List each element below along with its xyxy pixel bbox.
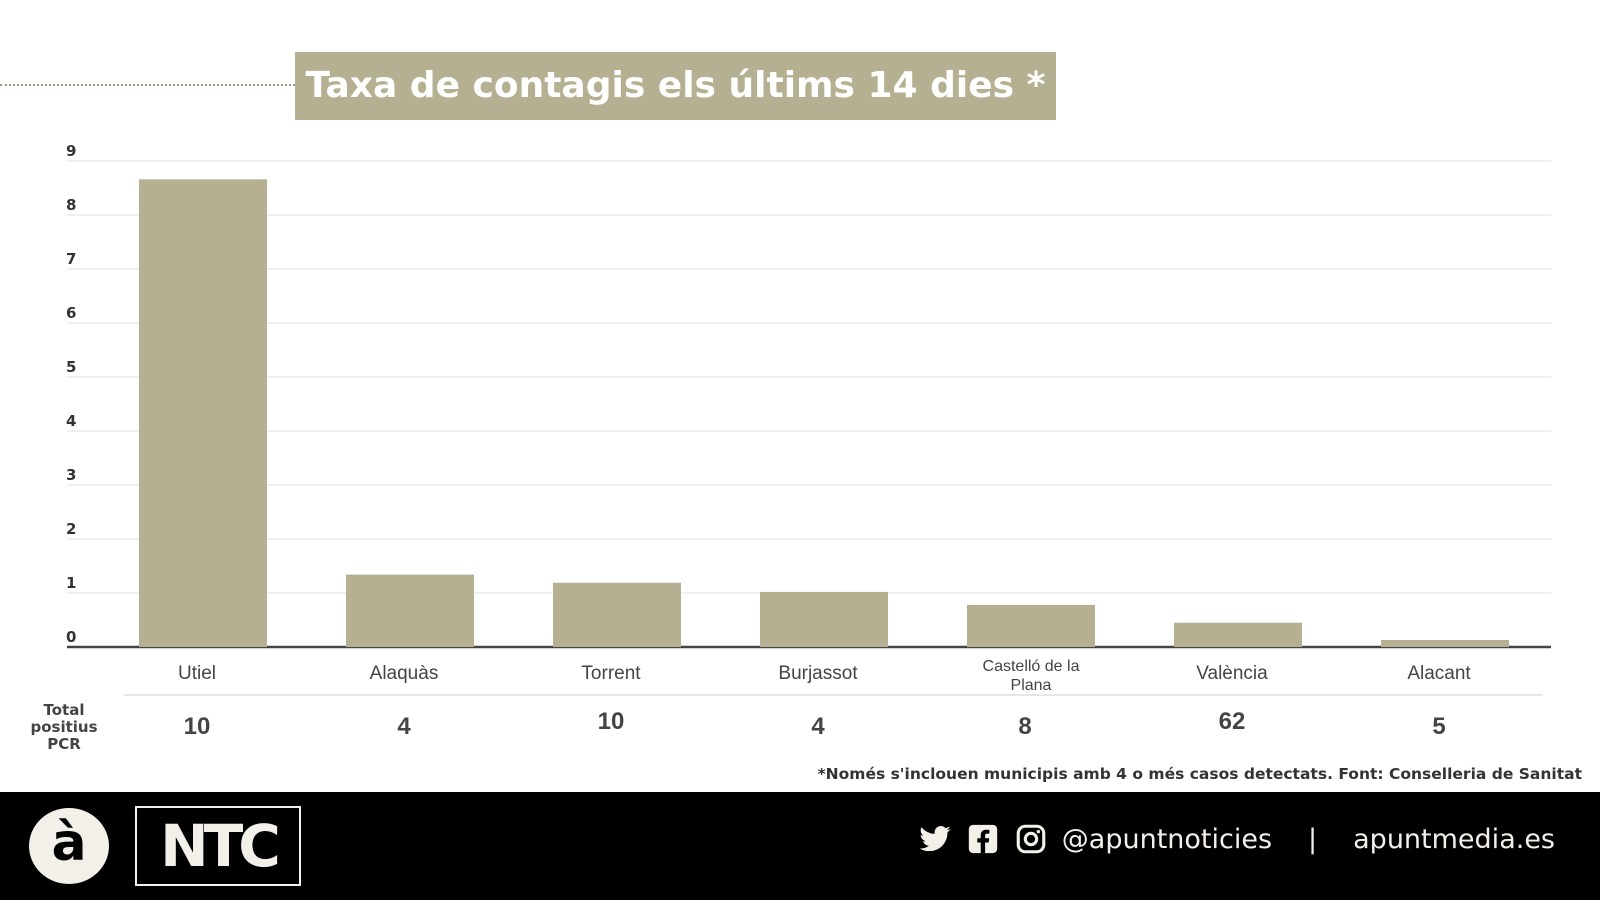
pcr-value: 10: [184, 713, 211, 740]
ntc-logo: NTC: [135, 806, 301, 886]
x-category-label: València: [1196, 663, 1268, 684]
bar: [1174, 622, 1302, 647]
social-links: @apuntnoticies | apuntmedia.es: [918, 822, 1555, 856]
source-note: *Només s'inclouen municipis amb 4 o més …: [817, 765, 1582, 783]
bar: [553, 582, 681, 647]
y-tick-label: 1: [66, 574, 76, 592]
y-tick-label: 2: [66, 520, 76, 538]
y-tick-label: 5: [66, 358, 76, 376]
y-tick-label: 6: [66, 304, 76, 322]
y-tick-label: 4: [66, 412, 76, 430]
bar: [346, 574, 474, 647]
y-tick-label: 9: [66, 142, 76, 160]
instagram-icon[interactable]: [1014, 822, 1048, 856]
bar-chart: 0 1 2 3 4 5 6 7 8 9 Utiel 10 Alaquàs 4 Torrent 10 Burjas…: [66, 142, 1551, 740]
x-category-label: Torrent: [581, 663, 641, 684]
separator: |: [1308, 823, 1318, 855]
bar: [1381, 639, 1509, 647]
pcr-value: 62: [1219, 708, 1246, 735]
y-tick-label: 0: [66, 628, 76, 646]
bar: [760, 591, 888, 647]
y-tick-label: 8: [66, 196, 76, 214]
footer-bar: à NTC @apuntnoticies | apuntmedia.es: [0, 792, 1600, 900]
x-category-label: Utiel: [178, 663, 216, 684]
x-category-label: Castelló de la: [983, 658, 1080, 675]
apunt-logo: à: [29, 808, 109, 884]
title-dotted-rule: [0, 84, 295, 86]
x-category-label: Burjassot: [778, 663, 858, 684]
x-category-label: Plana: [1011, 677, 1052, 694]
bar: [967, 604, 1095, 647]
y-tick-label: 7: [66, 250, 76, 268]
twitter-handle[interactable]: @apuntnoticies: [1061, 823, 1273, 855]
x-category-label: Alacant: [1407, 663, 1471, 684]
pcr-row-label: Total positius PCR: [30, 701, 98, 753]
chart-title: Taxa de contagis els últims 14 dies *: [295, 52, 1056, 120]
bar: [139, 179, 267, 648]
pcr-value: 4: [811, 713, 825, 740]
pcr-value: 5: [1432, 713, 1445, 740]
x-category-label: Alaquàs: [370, 663, 439, 684]
website-link[interactable]: apuntmedia.es: [1353, 823, 1555, 855]
pcr-value: 8: [1018, 713, 1031, 740]
facebook-icon[interactable]: [966, 822, 1000, 856]
twitter-icon[interactable]: [918, 822, 952, 856]
y-tick-label: 3: [66, 466, 76, 484]
pcr-value: 4: [397, 713, 411, 740]
pcr-value: 10: [598, 708, 625, 735]
